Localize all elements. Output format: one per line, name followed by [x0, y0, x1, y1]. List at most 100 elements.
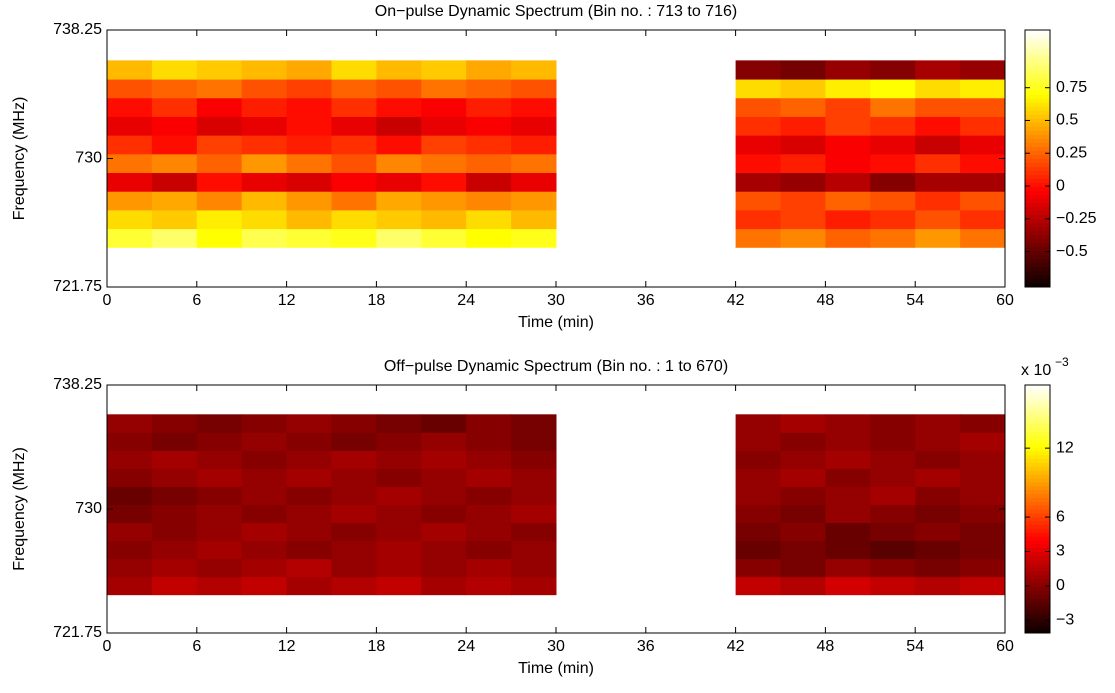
- heatmap-cell: [241, 153, 288, 174]
- heatmap-cell: [870, 135, 916, 155]
- colorbar-swatch: [1025, 30, 1050, 35]
- heatmap-cell: [960, 172, 1006, 192]
- heatmap-cell: [421, 116, 467, 136]
- colorbar-swatch: [1025, 396, 1050, 401]
- heatmap-cell: [915, 540, 961, 560]
- colorbar-swatch: [1025, 447, 1050, 452]
- heatmap-cell: [825, 135, 871, 155]
- heatmap-cell: [376, 432, 422, 451]
- heatmap-cell: [421, 228, 467, 248]
- heatmap-cell: [331, 432, 377, 451]
- heatmap-cell: [107, 153, 153, 174]
- heatmap-cell: [151, 191, 198, 211]
- heatmap-cell: [870, 540, 916, 560]
- colorbar-swatch: [1025, 166, 1050, 172]
- heatmap-cell: [735, 558, 781, 578]
- colorbar-swatch: [1025, 520, 1050, 525]
- heatmap-cell: [151, 432, 198, 451]
- heatmap-cell: [107, 172, 153, 192]
- colorbar-swatch: [1025, 458, 1050, 463]
- x-tick-label: 60: [996, 638, 1014, 655]
- heatmap-cell: [107, 116, 153, 136]
- heatmap-cell: [241, 209, 288, 230]
- colorbar-swatch: [1025, 130, 1050, 135]
- heatmap-cell: [421, 414, 467, 433]
- colorbar-swatch: [1025, 505, 1050, 510]
- heatmap-cell: [286, 209, 332, 230]
- heatmap-cell: [511, 116, 557, 136]
- colorbar-swatch: [1025, 493, 1050, 498]
- heatmap-cell: [915, 172, 961, 192]
- colorbar-swatch: [1025, 408, 1050, 413]
- heatmap-cell: [825, 558, 871, 578]
- heatmap-cell: [780, 540, 826, 560]
- heatmap-cell: [376, 116, 422, 136]
- heatmap-cell: [196, 79, 243, 99]
- heatmap-cell: [196, 504, 243, 524]
- colorbar-swatch: [1025, 621, 1050, 626]
- heatmap-cell: [780, 97, 826, 117]
- heatmap-cell: [331, 486, 377, 505]
- heatmap-cell: [107, 576, 153, 596]
- heatmap-cell: [780, 209, 826, 230]
- colorbar-swatch: [1025, 404, 1050, 409]
- heatmap-cell: [511, 79, 557, 99]
- heatmap-cell: [286, 97, 332, 117]
- colorbar-swatch: [1025, 50, 1050, 55]
- heatmap-cell: [780, 414, 826, 433]
- colorbar-swatch: [1025, 34, 1050, 39]
- heatmap-cell: [151, 522, 198, 542]
- colorbar-swatch: [1025, 82, 1050, 87]
- heatmap-cell: [960, 540, 1006, 560]
- heatmap-cell: [151, 135, 198, 155]
- x-tick-label: 12: [278, 638, 296, 655]
- heatmap-cell: [825, 153, 871, 174]
- heatmap-cell: [331, 153, 377, 174]
- colorbar-tick-label: 0: [1056, 177, 1065, 194]
- heatmap-cell: [151, 468, 198, 487]
- heatmap-cell: [735, 504, 781, 524]
- colorbar-swatch: [1025, 230, 1050, 236]
- heatmap-cell: [421, 432, 467, 451]
- heatmap-cell: [376, 522, 422, 542]
- colorbar-swatch: [1025, 613, 1050, 618]
- heatmap-cell: [511, 450, 557, 469]
- x-tick-label: 0: [103, 292, 112, 309]
- heatmap-cell: [915, 414, 961, 433]
- heatmap-cell: [196, 228, 243, 248]
- heatmap-cell: [286, 191, 332, 211]
- colorbar-swatch: [1025, 516, 1050, 522]
- heatmap-cell: [421, 97, 467, 117]
- colorbar-swatch: [1025, 90, 1050, 95]
- heatmap-cell: [960, 414, 1006, 433]
- colorbar-swatch: [1025, 400, 1050, 405]
- x-tick-label: 6: [192, 638, 201, 655]
- heatmap-cell: [915, 79, 961, 99]
- heatmap-cell: [960, 504, 1006, 524]
- colorbar-swatch: [1025, 431, 1050, 436]
- colorbar-swatch: [1025, 66, 1050, 71]
- colorbar-swatch: [1025, 54, 1050, 59]
- colorbar-swatch: [1025, 102, 1050, 107]
- colorbar-swatch: [1025, 470, 1050, 475]
- colorbar-swatch: [1025, 226, 1050, 232]
- colorbar-swatch: [1025, 254, 1050, 260]
- colorbar-swatch: [1025, 509, 1050, 514]
- heatmap-cell: [466, 540, 512, 560]
- colorbar-swatch: [1025, 609, 1050, 615]
- heatmap-cell: [421, 209, 467, 230]
- colorbar-swatch: [1025, 194, 1050, 200]
- colorbar-swatch: [1025, 258, 1050, 264]
- heatmap-cell: [286, 79, 332, 99]
- heatmap-cell: [151, 576, 198, 596]
- colorbar-swatch: [1025, 435, 1050, 440]
- heatmap-cell: [915, 228, 961, 248]
- colorbar-swatch: [1025, 146, 1050, 151]
- colorbar-swatch: [1025, 536, 1050, 541]
- colorbar-swatch: [1025, 106, 1050, 111]
- heatmap-cell: [196, 172, 243, 192]
- colorbar-swatch: [1025, 78, 1050, 83]
- heatmap-cell: [421, 576, 467, 596]
- colorbar-swatch: [1025, 162, 1050, 168]
- heatmap-cell: [196, 135, 243, 155]
